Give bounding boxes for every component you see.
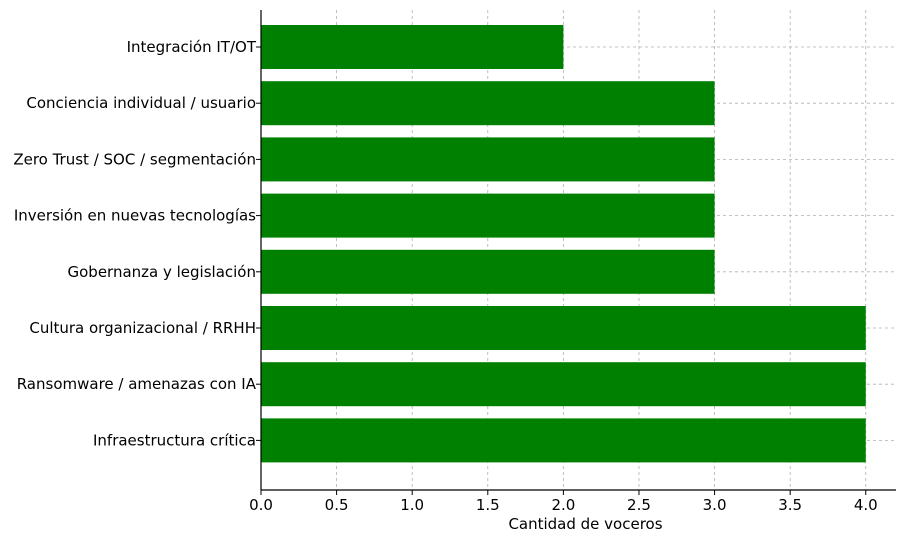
- y-tick-labels: Integración IT/OT Conciencia individual /…: [13, 38, 261, 449]
- bar: [261, 249, 715, 294]
- y-tick-label: Infraestructura crítica: [93, 431, 256, 449]
- y-tick-label: Conciencia individual / usuario: [26, 94, 256, 112]
- x-tick-label: 2.0: [551, 496, 575, 514]
- y-tick-label: Gobernanza y legislación: [68, 263, 257, 281]
- y-tick-label: Zero Trust / SOC / segmentación: [13, 150, 256, 168]
- x-tick-labels: 0.0 0.5 1.0 1.5 2.0 2.5 3.0 3.5 4.0: [249, 490, 878, 514]
- x-axis-title: Cantidad de voceros: [508, 515, 662, 533]
- bar: [261, 193, 715, 238]
- x-tick-label: 2.5: [627, 496, 651, 514]
- bar: [261, 362, 866, 407]
- x-tick-label: 0.0: [249, 496, 273, 514]
- y-tick-label: Cultura organizacional / RRHH: [29, 319, 256, 337]
- y-tick-label: Ransomware / amenazas con IA: [17, 375, 257, 393]
- y-tick-label: Integración IT/OT: [127, 38, 257, 56]
- x-tick-label: 3.0: [703, 496, 727, 514]
- bar: [261, 81, 715, 126]
- x-tick-label: 4.0: [854, 496, 878, 514]
- x-tick-label: 1.5: [476, 496, 500, 514]
- x-tick-label: 3.5: [778, 496, 802, 514]
- x-tick-label: 1.0: [400, 496, 424, 514]
- bar: [261, 418, 866, 463]
- x-tick-label: 0.5: [325, 496, 349, 514]
- bar: [261, 25, 564, 69]
- bar: [261, 137, 715, 182]
- bars: [261, 25, 866, 463]
- bar: [261, 306, 866, 350]
- y-tick-label: Inversión en nuevas tecnologías: [14, 207, 256, 225]
